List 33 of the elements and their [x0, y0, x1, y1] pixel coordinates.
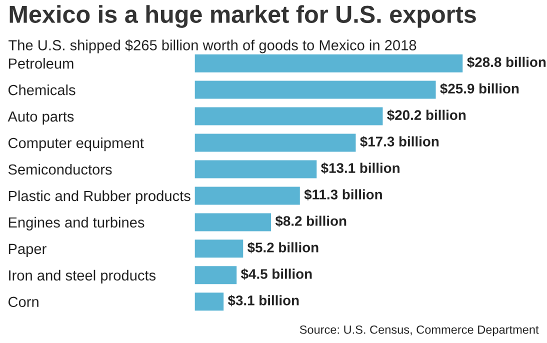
chart-title: Mexico is a huge market for U.S. exports	[10, 5, 476, 28]
data-label: $5.2 billion	[247, 242, 318, 254]
bar	[194, 107, 383, 126]
y-tick-label: Computer equipment	[8, 137, 144, 152]
source-note: Source: U.S. Census, Commerce Department	[300, 325, 539, 336]
y-tick-label: Chemicals	[8, 84, 76, 96]
y-tick-label: Corn	[8, 296, 38, 308]
data-label: $13.1 billion	[320, 162, 400, 174]
data-label: $17.3 billion	[360, 136, 439, 148]
data-label: $8.2 billion	[275, 215, 346, 227]
bar	[194, 134, 356, 152]
y-tick-label: Paper	[8, 244, 46, 257]
bar	[194, 292, 224, 311]
data-label: $28.8 billion	[467, 56, 546, 68]
bar	[194, 266, 237, 284]
y-tick-label: Plastic and Rubber products	[8, 190, 190, 204]
data-label: $3.1 billion	[228, 294, 299, 306]
bar	[194, 240, 244, 258]
bar	[194, 54, 463, 72]
data-label: $4.5 billion	[240, 268, 312, 280]
bar	[194, 186, 300, 205]
bar	[194, 80, 436, 99]
bar	[194, 213, 272, 232]
y-tick-label: Iron and steel products	[9, 270, 156, 284]
data-label: $20.2 billion	[387, 110, 466, 121]
y-tick-label: Engines and turbines	[8, 216, 144, 231]
chart-subtitle: The U.S. shipped $265 billion worth of goods to Mexico in 2018	[8, 39, 416, 54]
data-label: $25.9 billion	[440, 83, 519, 94]
data-label: $11.3 billion	[304, 189, 382, 200]
y-tick-label: Auto parts	[8, 112, 74, 125]
y-tick-label: Semiconductors	[8, 164, 112, 175]
bar	[194, 160, 317, 178]
y-tick-label: Petroleum	[8, 58, 74, 69]
